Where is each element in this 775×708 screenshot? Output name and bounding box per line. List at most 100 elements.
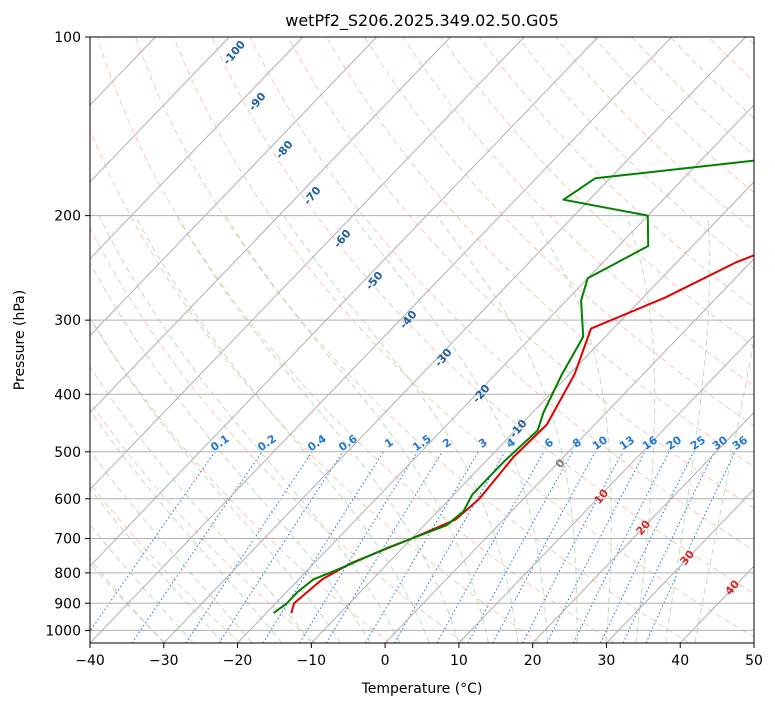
moist-adiabat xyxy=(665,215,711,643)
moist-adiabat xyxy=(90,450,253,643)
x-tick-label: 40 xyxy=(671,653,689,669)
mixing-ratio-line xyxy=(365,451,479,643)
moist-adiabat-label: 0 xyxy=(553,456,568,470)
x-tick-label: −30 xyxy=(149,653,179,669)
dry-adiabat-label: -30 xyxy=(432,346,455,370)
dry-adiabat-label: -60 xyxy=(331,227,354,251)
mixing-ratio-label: 2 xyxy=(440,436,454,451)
mixing-ratio-line xyxy=(131,451,263,643)
dry-adiabat xyxy=(90,482,241,643)
moist-adiabat-label: 30 xyxy=(677,547,697,567)
isotherm-line xyxy=(384,258,754,643)
isotherm-line xyxy=(606,488,754,643)
dry-adiabat-label: -50 xyxy=(363,269,386,293)
isotherm-line xyxy=(310,181,754,643)
dry-adiabat xyxy=(707,37,754,82)
dry-adiabat xyxy=(90,128,540,643)
y-axis-label: Pressure (hPa) xyxy=(12,290,28,390)
x-tick-label: −40 xyxy=(75,653,105,669)
y-tick-label: 500 xyxy=(54,445,81,461)
mixing-ratio-label: 0.1 xyxy=(208,432,231,454)
series-lines xyxy=(273,159,754,614)
dry-adiabat xyxy=(249,37,754,551)
moist-adiabat xyxy=(134,215,430,643)
moist-adiabat xyxy=(90,487,224,643)
isotherm-line xyxy=(90,37,230,183)
dry-adiabat xyxy=(90,316,391,643)
moist-adiabat xyxy=(90,558,165,643)
mixing-ratio-label: 25 xyxy=(688,433,708,452)
mixing-ratio-label: 0.4 xyxy=(305,432,329,454)
x-tick-label: 30 xyxy=(598,653,616,669)
mixing-ratio-line xyxy=(600,451,695,643)
moist-adiabat xyxy=(225,215,489,643)
moist-adiabat xyxy=(176,215,460,643)
isotherm-line xyxy=(90,37,451,414)
isotherm-line xyxy=(90,37,599,567)
y-axis-ticks: 100 200 300 400 500 600 700 800 900 1000 xyxy=(45,30,90,639)
dry-adiabat xyxy=(173,37,754,638)
mixing-ratio-line xyxy=(185,451,313,643)
mixing-ratio-label: 13 xyxy=(617,433,637,452)
y-tick-label: 200 xyxy=(54,209,81,225)
isotherm-line xyxy=(237,104,754,643)
mixing-ratio-line xyxy=(573,451,670,643)
grid-lines xyxy=(0,37,754,643)
y-tick-label: 1000 xyxy=(45,623,81,639)
isotherm-line xyxy=(90,37,525,491)
isotherm-line xyxy=(532,411,754,643)
dry-adiabat xyxy=(287,37,754,509)
moist-adiabat xyxy=(98,215,401,643)
mixing-ratio-line xyxy=(218,451,344,643)
dry-adiabat xyxy=(96,37,615,643)
mixing-ratio-line xyxy=(262,451,384,643)
isotherm-line xyxy=(679,565,754,643)
x-tick-label: −10 xyxy=(297,653,327,669)
isotherm-line xyxy=(90,37,304,260)
y-tick-label: 600 xyxy=(54,492,81,508)
moist-adiabat xyxy=(625,215,656,643)
mixing-ratio-label: 0.6 xyxy=(336,432,360,454)
moist-adiabat-label: 40 xyxy=(722,577,742,597)
mixing-ratio-label: 6 xyxy=(542,435,556,450)
dry-adiabat xyxy=(440,37,754,347)
moist-adiabat xyxy=(530,215,612,643)
dry-adiabat-label: -40 xyxy=(397,308,420,332)
isotherm-line xyxy=(753,642,754,643)
moist-adiabat xyxy=(352,215,548,643)
y-tick-label: 300 xyxy=(54,313,81,329)
mixing-ratio-label: 1.5 xyxy=(410,432,433,454)
dry-adiabat xyxy=(402,37,754,387)
mixing-ratio-line xyxy=(546,451,646,643)
dry-adiabat xyxy=(211,37,754,594)
moist-adiabat xyxy=(90,409,283,643)
line-annotations: -100-90-80-70-60-50-40-30-20-100.1 0.2 0.4… xyxy=(208,38,750,598)
moist-adiabat xyxy=(694,337,754,643)
dry-adiabat-label: -70 xyxy=(301,184,324,208)
mixing-ratio-line xyxy=(325,451,443,643)
isotherm-line xyxy=(458,334,754,643)
y-tick-label: 700 xyxy=(54,532,81,548)
mixing-ratio-label: 30 xyxy=(710,433,730,453)
mixing-ratio-line xyxy=(492,451,596,643)
mixing-ratio-line xyxy=(394,451,506,643)
x-axis-label: Temperature (°C) xyxy=(361,681,483,697)
x-tick-label: 10 xyxy=(450,653,468,669)
y-tick-label: 400 xyxy=(54,387,81,403)
y-tick-label: 900 xyxy=(54,596,81,612)
x-tick-label: 0 xyxy=(381,653,390,669)
x-tick-label: 20 xyxy=(524,653,542,669)
y-tick-label: 100 xyxy=(54,30,81,46)
chart-title: wetPf2_S206.2025.349.02.50.G05 xyxy=(285,11,559,31)
isotherm-line xyxy=(163,37,746,643)
background-lines xyxy=(90,37,754,643)
mixing-ratio-line xyxy=(467,451,574,643)
dry-adiabat xyxy=(364,37,754,427)
isotherm-line xyxy=(0,37,8,643)
x-axis-ticks: −40 −30 −20 −10 0 10 20 30 40 50 xyxy=(75,643,763,669)
dry-adiabat xyxy=(90,401,316,643)
y-tick-label: 800 xyxy=(54,566,81,582)
mixing-ratio-label: 36 xyxy=(730,433,750,453)
mixing-ratio-line xyxy=(299,451,418,643)
dry-adiabat-label: -20 xyxy=(470,382,493,406)
